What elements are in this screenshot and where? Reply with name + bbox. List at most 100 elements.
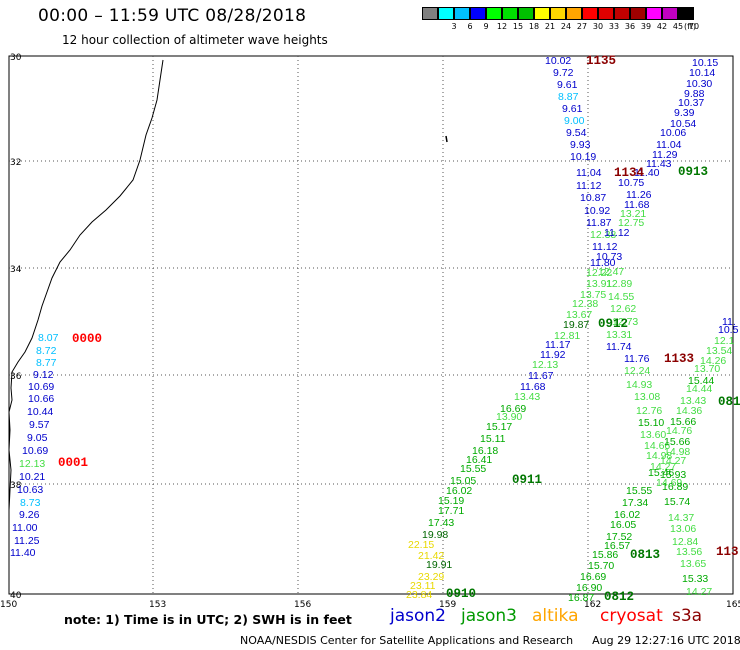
swh-value: 23.11: [410, 580, 436, 592]
swh-value: 11.04: [576, 167, 602, 179]
pass-time-label: 0813: [630, 548, 660, 562]
swh-value: 15.44: [688, 375, 714, 387]
color-tick-label: 24: [560, 22, 572, 31]
swh-value: 15.10: [638, 417, 664, 429]
swh-value: 11.87: [586, 217, 612, 229]
swh-value: 12.13: [532, 359, 558, 371]
swh-value: 11.40: [634, 167, 660, 179]
swh-value: 14.27: [650, 461, 676, 473]
color-swatch: [454, 7, 470, 20]
swh-value: 10.69: [28, 381, 54, 393]
swh-value: 13.60: [640, 429, 666, 441]
pass-time-label: 0001: [58, 456, 88, 470]
swh-value: 9.54: [566, 127, 587, 139]
swh-value: 16.57: [604, 540, 630, 552]
swh-value: 11.40: [10, 547, 36, 559]
swh-value: 14.27: [686, 586, 712, 598]
swh-value: 12.24: [624, 365, 650, 377]
swh-value: 14.26: [700, 355, 726, 367]
pass-time-label: 0911: [512, 473, 542, 487]
lat-tick-label: 40: [10, 591, 22, 601]
swh-value: 16.02: [446, 485, 472, 497]
swh-value: 11.92: [540, 349, 566, 361]
swh-value: 10.69: [22, 445, 48, 457]
swh-value: 11.04: [656, 139, 682, 151]
swh-value: 9.26: [19, 509, 40, 521]
swh-value: 9.00: [564, 115, 585, 127]
lat-tick-label: 30: [10, 53, 22, 63]
lon-tick-label: 156: [294, 600, 311, 610]
color-swatch: [630, 7, 646, 20]
swh-value: 12.13: [19, 458, 45, 470]
swh-value: 8.72: [36, 345, 57, 357]
coastline: [8, 59, 164, 511]
swh-value: 11.68: [624, 199, 650, 211]
legend-s3a: s3a: [672, 606, 703, 626]
swh-value: 11.25: [14, 535, 40, 547]
swh-value: 11.26: [626, 189, 652, 201]
swh-value: 11.80: [590, 257, 616, 269]
color-tick-label: 27: [576, 22, 588, 31]
swh-value: 23.84: [406, 589, 432, 601]
color-tick-label: 12: [496, 22, 508, 31]
lat-tick-label: 32: [10, 158, 21, 168]
swh-value: 11.76: [624, 353, 650, 365]
color-swatch: [662, 7, 678, 20]
swh-value: 19.91: [426, 559, 452, 571]
swh-value: 15.33: [682, 573, 708, 585]
color-tick-label: 3: [451, 22, 457, 31]
color-tick-label: 39: [640, 22, 652, 31]
swh-value: 9.61: [557, 79, 578, 91]
swh-value: 9.57: [29, 419, 50, 431]
swh-value: 15.70: [588, 560, 614, 572]
swh-value: 10.5: [718, 324, 739, 336]
swh-value: 9.72: [553, 67, 574, 79]
swh-value: 13.91: [586, 278, 612, 290]
legend-altika: altika: [532, 606, 579, 626]
swh-value: 15.17: [486, 421, 512, 433]
color-tick-label: 45: [672, 22, 684, 31]
swh-value: 23.29: [418, 571, 444, 583]
swh-value: 14.69: [656, 477, 682, 489]
swh-value: 22.15: [408, 539, 434, 551]
swh-value: 15.93: [660, 469, 686, 481]
swh-value: 17.52: [606, 531, 632, 543]
pass-time-label: 1133: [664, 352, 694, 366]
color-swatch: [518, 7, 534, 20]
color-swatch: [534, 7, 550, 20]
lat-tick-label: 36: [10, 372, 22, 382]
swh-value: 13.54: [706, 345, 732, 357]
color-swatch: [646, 7, 662, 20]
lon-tick-label: 159: [439, 600, 456, 610]
credit-text: NOAA/NESDIS Center for Satellite Applica…: [240, 634, 574, 647]
lon-tick-label: 165: [726, 600, 740, 610]
swh-value: 11.29: [652, 149, 678, 161]
swh-value: 9.12: [33, 369, 54, 381]
swh-value: 15.55: [460, 463, 486, 475]
swh-value: 11.12: [592, 241, 618, 253]
pass-time-label: 0913: [678, 165, 708, 179]
swh-value: 10.92: [584, 205, 610, 217]
swh-value: 10.63: [17, 484, 43, 496]
color-tick-label: 42: [656, 22, 668, 31]
page-subtitle: 12 hour collection of altimeter wave hei…: [62, 33, 328, 47]
color-swatch: [550, 7, 566, 20]
swh-value: 8.77: [36, 357, 57, 369]
pass-time-label: 1134: [614, 166, 645, 180]
swh-value: 12.73: [612, 316, 638, 328]
lon-tick-label: 153: [149, 600, 166, 610]
swh-value: 14.76: [666, 425, 692, 437]
swh-value: 12.38: [572, 298, 598, 310]
swh-value: 9.93: [570, 139, 591, 151]
swh-value: 13.31: [606, 329, 632, 341]
swh-value: 12.38: [590, 229, 616, 241]
swh-value: 11.00: [12, 522, 38, 534]
swh-value: 15.05: [450, 475, 476, 487]
swh-value: 10.44: [27, 406, 53, 418]
swh-value: 13.06: [670, 523, 696, 535]
timestamp-text: Aug 29 12:27:16 UTC 2018: [592, 634, 740, 647]
pass-time-label: 0912: [598, 317, 628, 331]
color-tick-label: 36: [624, 22, 636, 31]
swh-value: 14.44: [686, 383, 712, 395]
swh-value: 13.75: [580, 289, 606, 301]
